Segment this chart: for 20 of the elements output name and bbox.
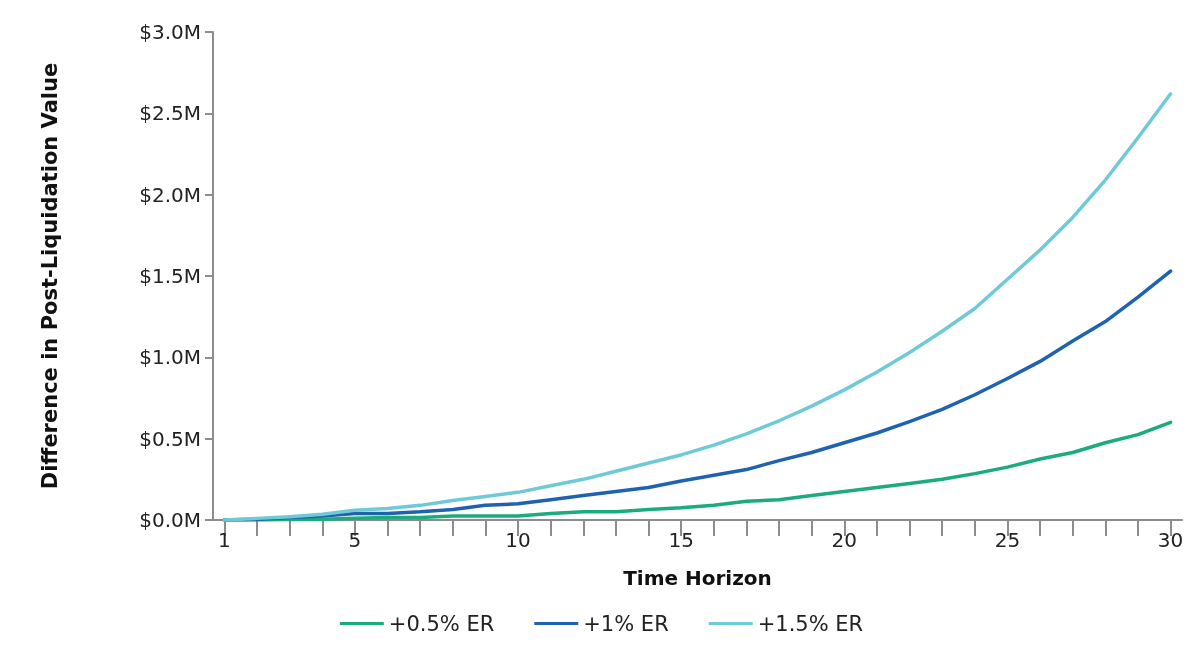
y-tick-label: $0.0M [139,508,201,532]
y-axis-title: Difference in Post-Liquidation Value [38,62,62,490]
legend-label: +1% ER [583,611,669,636]
y-tick-label: $3.0M [139,20,201,44]
x-tick-label: 10 [505,528,531,552]
y-tick-label: $1.0M [139,345,201,370]
x-tick-label: 1 [218,528,231,552]
y-tick-label: $1.5M [139,264,201,288]
y-tick-label: $2.5M [139,101,201,126]
legend-label: +0.5% ER [388,611,495,636]
x-tick-label: 25 [994,528,1021,552]
y-tick-label: $0.5M [139,426,201,451]
x-tick-label: 20 [831,528,858,552]
x-tick-label: 30 [1157,528,1184,552]
legend-label: +1.5% ER [757,611,864,636]
x-tick-label: 15 [668,528,694,552]
line-series [222,92,1173,522]
x-axis-title: Time Horizon [623,566,772,590]
y-tick-label: $2.0M [139,182,201,207]
x-tick-label: 5 [348,528,362,552]
